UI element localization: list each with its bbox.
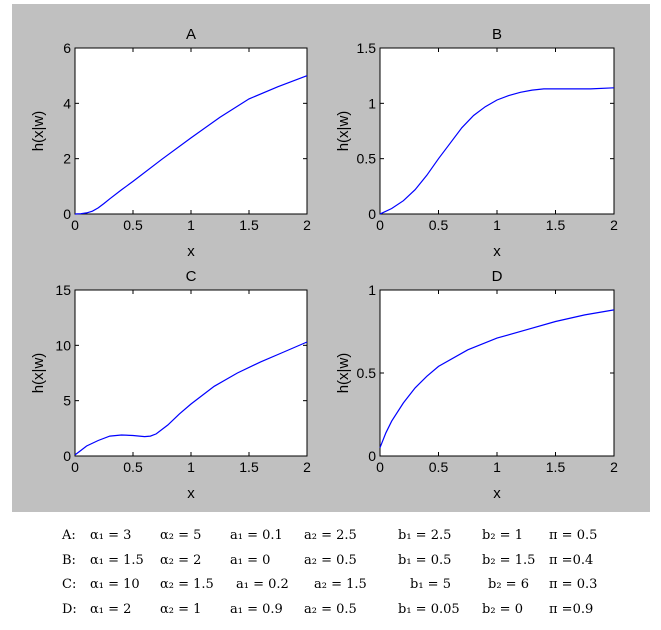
param-pi: π = 0.3 (549, 577, 597, 592)
param-alpha2: α₂ = 1.5 (160, 577, 214, 592)
plot-a-xtick-label: 0.5 (123, 217, 143, 233)
plot-a-axes-box (75, 48, 307, 214)
param-b2: b₂ = 6 (488, 577, 529, 592)
param-alpha2: α₂ = 5 (160, 528, 201, 543)
plot-a-xtick-label: 2 (303, 217, 311, 233)
plot-b-ytick-label: 0 (368, 206, 376, 222)
plot-c-xtick-label: 1 (187, 459, 195, 475)
plot-c-xtick-label: 0.5 (123, 459, 143, 475)
plot-a-xtick-label: 1 (187, 217, 195, 233)
param-row-a: A: α₁ = 3 α₂ = 5 a₁ = 0.1 a₂ = 2.5 b₁ = … (62, 528, 652, 553)
plot-d-axes-box (380, 290, 614, 456)
plot-c-xtick-label: 0 (71, 459, 79, 475)
param-alpha1: α₁ = 3 (90, 528, 131, 543)
plot-b-ylabel: h(x|w) (335, 111, 352, 152)
plot-d-xlabel: x (493, 485, 501, 502)
plot-b-ytick-label: 1 (368, 95, 376, 111)
param-alpha1: α₁ = 2 (90, 602, 131, 617)
parameter-table: A: α₁ = 3 α₂ = 5 a₁ = 0.1 a₂ = 2.5 b₁ = … (62, 528, 652, 626)
plot-b-xtick-label: 0.5 (429, 217, 449, 233)
plot-b-xtick-label: 0 (376, 217, 384, 233)
plot-b-xtick-label: 2 (610, 217, 618, 233)
plot-b-xlabel: x (493, 243, 501, 260)
param-row-label: D: (62, 602, 77, 617)
plot-a-ytick-label: 6 (63, 40, 71, 56)
plot-a-xtick-label: 0 (71, 217, 79, 233)
plot-a-ytick-label: 2 (63, 151, 71, 167)
param-alpha2: α₂ = 1 (160, 602, 201, 617)
plot-d-ytick-label: 0 (368, 448, 376, 464)
param-a2: a₂ = 0.5 (304, 553, 357, 568)
param-a1: a₁ = 0.9 (230, 602, 283, 617)
plot-d-xtick-label: 1.5 (546, 459, 566, 475)
plot-b-ytick-label: 1.5 (357, 40, 377, 56)
param-b2: b₂ = 1.5 (482, 553, 535, 568)
plot-c-ylabel: h(x|w) (30, 353, 47, 394)
subplots-canvas: 0 0.5 1 1.5 2 0 2 4 6 Ax h(x|w) 0 0.5 1 1.5 2 0 0.5 1 1.5 Bx… (12, 4, 650, 512)
plot-b-xtick-label: 1.5 (546, 217, 566, 233)
param-alpha1: α₁ = 10 (90, 577, 140, 592)
param-b1: b₁ = 0.5 (398, 553, 451, 568)
plot-d-xtick-label: 0 (376, 459, 384, 475)
plot-a-xlabel: x (187, 243, 195, 260)
param-a2: a₂ = 0.5 (304, 602, 357, 617)
param-row-label: B: (62, 553, 76, 568)
param-row-d: D: α₁ = 2 α₂ = 1 a₁ = 0.9 a₂ = 0.5 b₁ = … (62, 602, 652, 627)
param-a1: a₁ = 0.2 (236, 577, 289, 592)
plot-a-ytick-label: 0 (63, 206, 71, 222)
param-b1: b₁ = 0.05 (398, 602, 460, 617)
param-row-b: B: α₁ = 1.5 α₂ = 2 a₁ = 0 a₂ = 0.5 b₁ = … (62, 553, 652, 578)
plot-d: 0 0.5 1 1.5 2 0 0.5 1 Dx h(x|w) (335, 268, 618, 502)
plot-a: 0 0.5 1 1.5 2 0 2 4 6 Ax h(x|w) (30, 26, 311, 260)
param-a1: a₁ = 0 (230, 553, 270, 568)
plot-a-xtick-label: 1.5 (239, 217, 259, 233)
plot-d-ytick-label: 1 (368, 282, 376, 298)
plot-c-xtick-label: 2 (303, 459, 311, 475)
plot-c-axes-box (75, 290, 307, 456)
plot-c-ytick-label: 15 (55, 282, 71, 298)
plot-c-title: C (186, 268, 197, 285)
plot-d-title: D (492, 268, 503, 285)
plot-c-ytick-label: 0 (63, 448, 71, 464)
param-b2: b₂ = 0 (482, 602, 523, 617)
plot-c: 0 0.5 1 1.5 2 0 5 10 15 Cx h(x|w) (30, 268, 311, 502)
plot-d-xtick-label: 2 (610, 459, 618, 475)
param-b1: b₁ = 2.5 (398, 528, 451, 543)
plot-b-xtick-label: 1 (493, 217, 501, 233)
plot-a-ytick-label: 4 (63, 95, 71, 111)
plot-c-xtick-label: 1.5 (239, 459, 259, 475)
param-row-label: A: (62, 528, 76, 543)
param-alpha2: α₂ = 2 (160, 553, 201, 568)
plot-c-ytick-label: 5 (63, 393, 71, 409)
param-pi: π = 0.5 (549, 528, 597, 543)
plot-b-title: B (492, 26, 502, 43)
param-pi: π =0.4 (549, 553, 593, 568)
plot-d-xtick-label: 1 (493, 459, 501, 475)
param-alpha1: α₁ = 1.5 (90, 553, 144, 568)
plot-d-ytick-label: 0.5 (357, 365, 377, 381)
plot-a-ylabel: h(x|w) (30, 111, 47, 152)
param-row-label: C: (62, 577, 76, 592)
param-b2: b₂ = 1 (482, 528, 523, 543)
plot-d-xtick-label: 0.5 (429, 459, 449, 475)
plot-c-xlabel: x (187, 485, 195, 502)
param-row-c: C: α₁ = 10 α₂ = 1.5 a₁ = 0.2 a₂ = 1.5 b₁… (62, 577, 652, 602)
param-a2: a₂ = 1.5 (314, 577, 367, 592)
param-pi: π =0.9 (549, 602, 593, 617)
plot-b-ytick-label: 0.5 (357, 151, 377, 167)
plot-a-title: A (186, 26, 196, 43)
param-b1: b₁ = 5 (410, 577, 451, 592)
param-a1: a₁ = 0.1 (230, 528, 283, 543)
plot-b: 0 0.5 1 1.5 2 0 0.5 1 1.5 Bx h(x|w) (335, 26, 618, 260)
plot-d-ylabel: h(x|w) (335, 353, 352, 394)
plot-c-ytick-label: 10 (55, 337, 71, 353)
param-a2: a₂ = 2.5 (304, 528, 357, 543)
